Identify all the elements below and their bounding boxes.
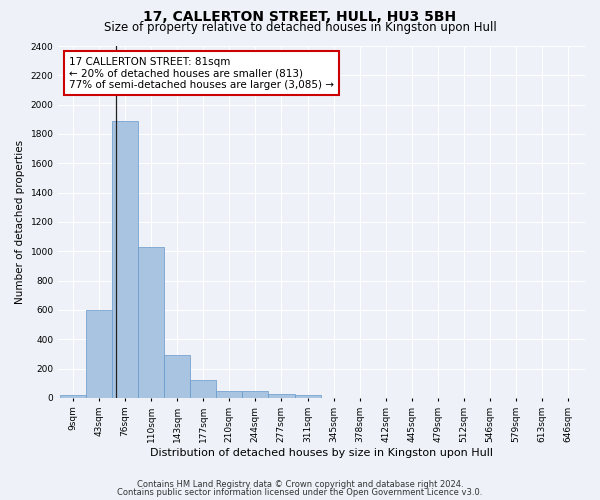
Text: Size of property relative to detached houses in Kingston upon Hull: Size of property relative to detached ho… xyxy=(104,21,496,34)
X-axis label: Distribution of detached houses by size in Kingston upon Hull: Distribution of detached houses by size … xyxy=(150,448,493,458)
Bar xyxy=(164,356,190,398)
Text: 17 CALLERTON STREET: 81sqm
← 20% of detached houses are smaller (813)
77% of sem: 17 CALLERTON STREET: 81sqm ← 20% of deta… xyxy=(69,56,334,90)
Bar xyxy=(86,310,112,398)
Text: 17, CALLERTON STREET, HULL, HU3 5BH: 17, CALLERTON STREET, HULL, HU3 5BH xyxy=(143,10,457,24)
Y-axis label: Number of detached properties: Number of detached properties xyxy=(15,140,25,304)
Bar xyxy=(295,395,321,398)
Text: Contains HM Land Registry data © Crown copyright and database right 2024.: Contains HM Land Registry data © Crown c… xyxy=(137,480,463,489)
Bar xyxy=(190,380,216,398)
Bar xyxy=(242,392,268,398)
Bar xyxy=(139,247,164,398)
Bar xyxy=(216,390,242,398)
Text: Contains public sector information licensed under the Open Government Licence v3: Contains public sector information licen… xyxy=(118,488,482,497)
Bar xyxy=(60,395,86,398)
Bar xyxy=(268,394,295,398)
Bar xyxy=(112,121,139,398)
